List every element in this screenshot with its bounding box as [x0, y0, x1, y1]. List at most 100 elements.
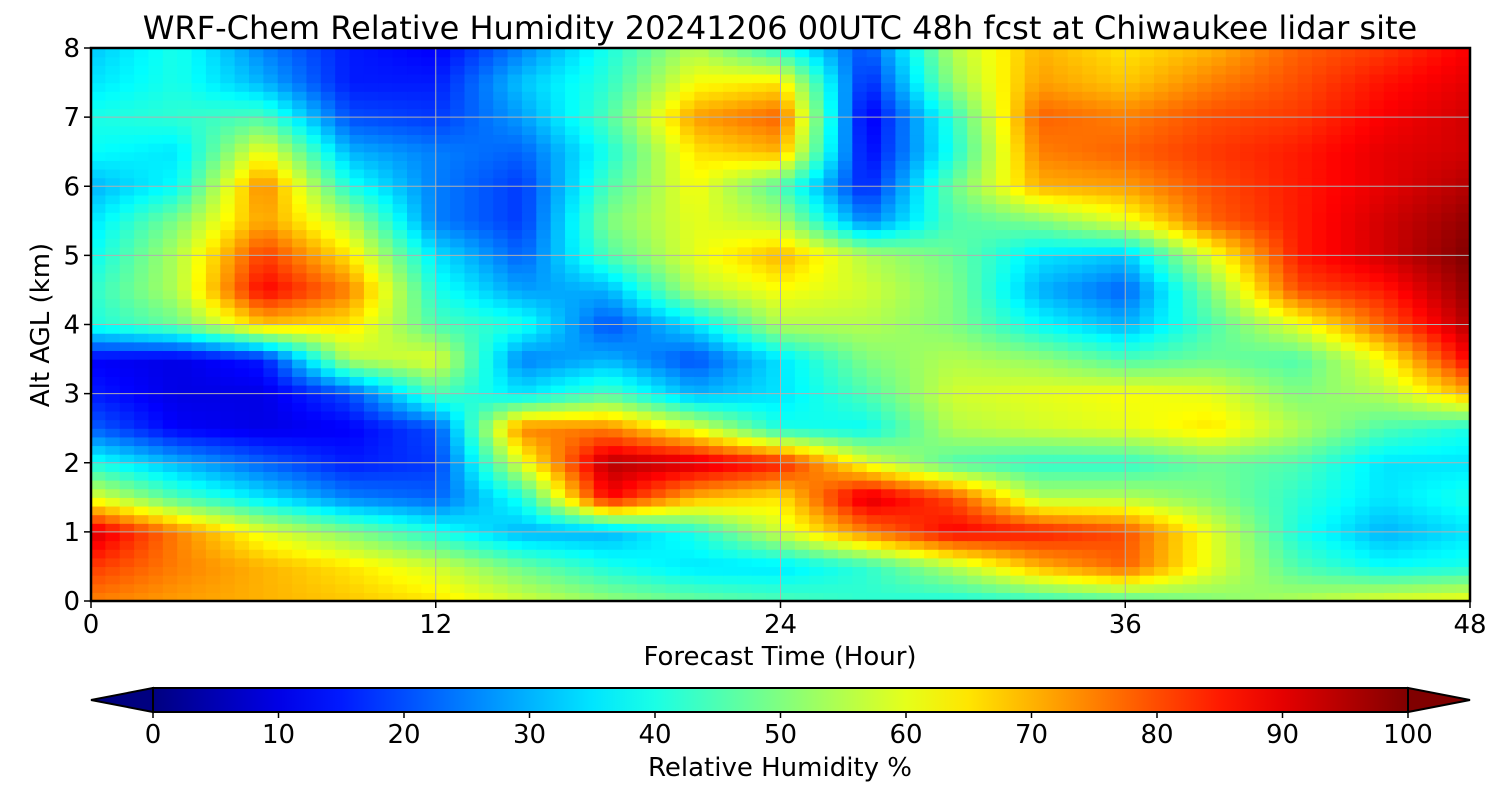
- heatmap-cell: [608, 566, 624, 576]
- heatmap-cell: [306, 531, 322, 542]
- heatmap-cell: [177, 575, 193, 585]
- heatmap-cell: [1355, 289, 1371, 300]
- heatmap-cell: [751, 272, 767, 282]
- heatmap-cell: [924, 255, 940, 265]
- heatmap-cell: [593, 549, 609, 559]
- heatmap-cell: [737, 436, 753, 447]
- heatmap-cell: [234, 220, 250, 231]
- heatmap-cell: [809, 514, 825, 524]
- heatmap-cell: [608, 160, 624, 170]
- heatmap-cell: [1139, 212, 1155, 222]
- heatmap-cell: [1110, 307, 1126, 317]
- heatmap-cell: [981, 315, 997, 326]
- heatmap-cell: [1010, 540, 1026, 550]
- heatmap-cell: [1355, 523, 1371, 533]
- heatmap-cell: [608, 281, 624, 291]
- heatmap-cell: [105, 298, 121, 308]
- heatmap-cell: [823, 393, 839, 403]
- heatmap-cell: [119, 324, 135, 334]
- heatmap-cell: [349, 384, 365, 395]
- heatmap-cell: [909, 367, 925, 377]
- heatmap-cell: [766, 246, 782, 256]
- heatmap-cell: [1096, 557, 1112, 568]
- heatmap-cell: [1010, 393, 1026, 403]
- heatmap-cell: [550, 445, 566, 455]
- heatmap-cell: [1426, 402, 1442, 412]
- heatmap-cell: [435, 488, 451, 498]
- heatmap-cell: [162, 384, 178, 395]
- heatmap-cell: [134, 229, 150, 239]
- heatmap-cell: [507, 488, 523, 498]
- heatmap-cell: [91, 246, 106, 256]
- heatmap-cell: [909, 255, 925, 265]
- heatmap-cell: [450, 341, 466, 352]
- heatmap-cell: [608, 203, 624, 213]
- heatmap-cell: [579, 428, 595, 438]
- heatmap-cell: [205, 324, 221, 334]
- heatmap-cell: [349, 402, 365, 412]
- heatmap-cell: [1067, 384, 1083, 395]
- heatmap-cell: [320, 212, 336, 222]
- heatmap-cell: [177, 497, 193, 507]
- heatmap-cell: [134, 186, 150, 196]
- heatmap-cell: [909, 281, 925, 291]
- heatmap-cell: [780, 480, 796, 490]
- heatmap-cell: [1139, 497, 1155, 507]
- heatmap-cell: [1283, 376, 1299, 386]
- heatmap-cell: [751, 376, 767, 386]
- heatmap-cell: [895, 341, 911, 352]
- heatmap-cell: [924, 410, 940, 421]
- heatmap-cell: [521, 151, 537, 161]
- heatmap-cell: [1326, 575, 1342, 585]
- heatmap-cell: [1254, 298, 1270, 308]
- heatmap-cell: [837, 488, 853, 498]
- heatmap-cell: [550, 324, 566, 334]
- heatmap-cell: [636, 583, 652, 593]
- heatmap-cell: [636, 549, 652, 559]
- heatmap-cell: [220, 333, 236, 343]
- heatmap-cell: [320, 531, 336, 542]
- heatmap-cell: [277, 229, 293, 239]
- heatmap-cell: [550, 315, 566, 326]
- heatmap-cell: [708, 194, 724, 205]
- heatmap-cell: [521, 315, 537, 326]
- heatmap-cell: [292, 168, 308, 179]
- heatmap-cell: [1024, 592, 1040, 602]
- heatmap-cell: [521, 497, 537, 507]
- heatmap-cell: [981, 575, 997, 585]
- heatmap-cell: [608, 471, 624, 481]
- heatmap-cell: [134, 151, 150, 161]
- heatmap-cell: [550, 583, 566, 593]
- heatmap-cell: [1426, 557, 1442, 568]
- heatmap-cell: [593, 212, 609, 222]
- heatmap-cell: [220, 220, 236, 231]
- heatmap-cell: [306, 557, 322, 568]
- heatmap-cell: [593, 272, 609, 282]
- heatmap-cell: [1326, 549, 1342, 559]
- heatmap-cell: [450, 419, 466, 429]
- heatmap-cell: [651, 445, 667, 455]
- heatmap-cell: [751, 531, 767, 542]
- heatmap-cell: [148, 514, 164, 524]
- heatmap-cell: [608, 376, 624, 386]
- heatmap-cell: [478, 523, 494, 533]
- heatmap-cell: [220, 229, 236, 239]
- heatmap-cell: [91, 272, 106, 282]
- heatmap-cell: [823, 497, 839, 507]
- heatmap-cell: [794, 505, 810, 516]
- heatmap-cell: [134, 514, 150, 524]
- heatmap-cell: [608, 324, 624, 334]
- heatmap-cell: [981, 497, 997, 507]
- heatmap-cell: [751, 367, 767, 377]
- heatmap-cell: [924, 367, 940, 377]
- heatmap-cell: [105, 194, 121, 205]
- heatmap-cell: [378, 583, 394, 593]
- heatmap-cell: [277, 350, 293, 360]
- heatmap-cell: [1441, 393, 1457, 403]
- heatmap-cell: [536, 523, 552, 533]
- heatmap-cell: [895, 402, 911, 412]
- heatmap-cell: [263, 445, 279, 455]
- heatmap-cell: [177, 281, 193, 291]
- heatmap-cell: [1197, 531, 1213, 542]
- heatmap-cell: [1369, 419, 1385, 429]
